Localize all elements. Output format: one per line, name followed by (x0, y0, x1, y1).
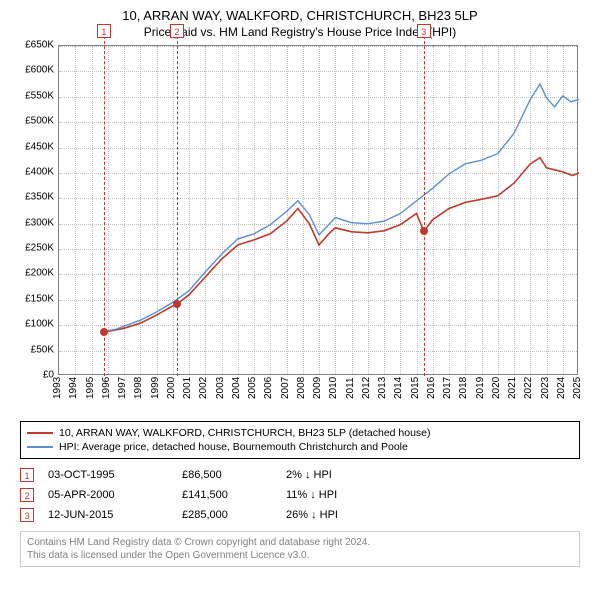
marker-dot-3 (420, 227, 428, 235)
x-tick-label: 1993 (52, 377, 63, 399)
legend-swatch-1 (27, 432, 53, 434)
footer-box: Contains HM Land Registry data © Crown c… (20, 531, 580, 567)
y-tick-label: £150K (25, 293, 54, 304)
marker-line-2 (177, 26, 178, 376)
x-tick-label: 1999 (150, 377, 161, 399)
y-axis-labels: £0£50K£100K£150K£200K£250K£300K£350K£400… (20, 45, 56, 375)
y-tick-label: £650K (25, 40, 54, 51)
sales-row: 2 05-APR-2000 £141,500 11% ↓ HPI (20, 485, 580, 505)
y-tick-label: £50K (31, 344, 54, 355)
marker-line-1 (104, 26, 105, 376)
plot-box: 123 (58, 45, 578, 375)
x-tick-label: 2024 (556, 377, 567, 399)
y-tick-label: £600K (25, 65, 54, 76)
marker-dot-2 (173, 300, 181, 308)
series-hpi (104, 84, 579, 331)
x-tick-label: 2001 (182, 377, 193, 399)
legend-label-1: 10, ARRAN WAY, WALKFORD, CHRISTCHURCH, B… (59, 427, 431, 439)
legend-row-series2: HPI: Average price, detached house, Bour… (27, 440, 573, 454)
chart-svg (59, 46, 579, 376)
x-tick-label: 2016 (426, 377, 437, 399)
marker-line-3 (424, 26, 425, 376)
x-tick-label: 2006 (263, 377, 274, 399)
sales-price: £86,500 (182, 469, 272, 481)
sales-diff: 11% ↓ HPI (286, 489, 406, 501)
x-axis-labels: 1993199419951996199719981999200020012002… (58, 377, 578, 417)
x-tick-label: 2009 (312, 377, 323, 399)
chart-area: £0£50K£100K£150K£200K£250K£300K£350K£400… (20, 45, 580, 415)
y-tick-label: £250K (25, 243, 54, 254)
x-tick-label: 2014 (393, 377, 404, 399)
x-tick-label: 1995 (85, 377, 96, 399)
sales-num: 1 (20, 468, 34, 482)
legend-swatch-2 (27, 446, 53, 448)
x-tick-label: 1994 (68, 377, 79, 399)
sales-date: 05-APR-2000 (48, 489, 168, 501)
sales-diff: 2% ↓ HPI (286, 469, 406, 481)
sales-diff: 26% ↓ HPI (286, 509, 406, 521)
marker-box-2: 2 (170, 24, 184, 38)
x-tick-label: 2003 (215, 377, 226, 399)
sales-price: £141,500 (182, 489, 272, 501)
x-tick-label: 2021 (507, 377, 518, 399)
x-tick-label: 2011 (345, 377, 356, 399)
x-tick-label: 2010 (328, 377, 339, 399)
x-tick-label: 1998 (133, 377, 144, 399)
x-tick-label: 2007 (280, 377, 291, 399)
marker-box-1: 1 (97, 24, 111, 38)
x-tick-label: 2008 (296, 377, 307, 399)
x-tick-label: 2005 (247, 377, 258, 399)
x-tick-label: 2022 (523, 377, 534, 399)
sales-price: £285,000 (182, 509, 272, 521)
legend-box: 10, ARRAN WAY, WALKFORD, CHRISTCHURCH, B… (20, 421, 580, 459)
x-tick-label: 2015 (410, 377, 421, 399)
y-tick-label: £350K (25, 192, 54, 203)
marker-dot-1 (100, 328, 108, 336)
y-tick-label: £550K (25, 90, 54, 101)
footer-line2: This data is licensed under the Open Gov… (27, 549, 573, 562)
x-tick-label: 2013 (377, 377, 388, 399)
x-tick-label: 1996 (101, 377, 112, 399)
x-tick-label: 2020 (491, 377, 502, 399)
x-tick-label: 2017 (442, 377, 453, 399)
x-tick-label: 2002 (198, 377, 209, 399)
sales-num: 2 (20, 488, 34, 502)
y-tick-label: £400K (25, 166, 54, 177)
legend-row-series1: 10, ARRAN WAY, WALKFORD, CHRISTCHURCH, B… (27, 426, 573, 440)
y-tick-label: £450K (25, 141, 54, 152)
title-address: 10, ARRAN WAY, WALKFORD, CHRISTCHURCH, B… (10, 8, 590, 23)
sales-num: 3 (20, 508, 34, 522)
sales-date: 12-JUN-2015 (48, 509, 168, 521)
x-tick-label: 2019 (475, 377, 486, 399)
y-tick-label: £300K (25, 217, 54, 228)
x-tick-label: 2025 (572, 377, 583, 399)
x-tick-label: 2012 (361, 377, 372, 399)
page-container: 10, ARRAN WAY, WALKFORD, CHRISTCHURCH, B… (0, 0, 600, 590)
x-tick-label: 2018 (458, 377, 469, 399)
sales-row: 3 12-JUN-2015 £285,000 26% ↓ HPI (20, 505, 580, 525)
x-tick-label: 1997 (117, 377, 128, 399)
sales-date: 03-OCT-1995 (48, 469, 168, 481)
x-tick-label: 2004 (231, 377, 242, 399)
sales-row: 1 03-OCT-1995 £86,500 2% ↓ HPI (20, 465, 580, 485)
x-tick-label: 2000 (166, 377, 177, 399)
legend-label-2: HPI: Average price, detached house, Bour… (59, 441, 408, 453)
y-tick-label: £200K (25, 268, 54, 279)
y-tick-label: £500K (25, 116, 54, 127)
y-tick-label: £100K (25, 319, 54, 330)
x-tick-label: 2023 (540, 377, 551, 399)
footer-line1: Contains HM Land Registry data © Crown c… (27, 536, 573, 549)
sales-table: 1 03-OCT-1995 £86,500 2% ↓ HPI 2 05-APR-2000 £… (20, 465, 580, 525)
marker-box-3: 3 (417, 24, 431, 38)
